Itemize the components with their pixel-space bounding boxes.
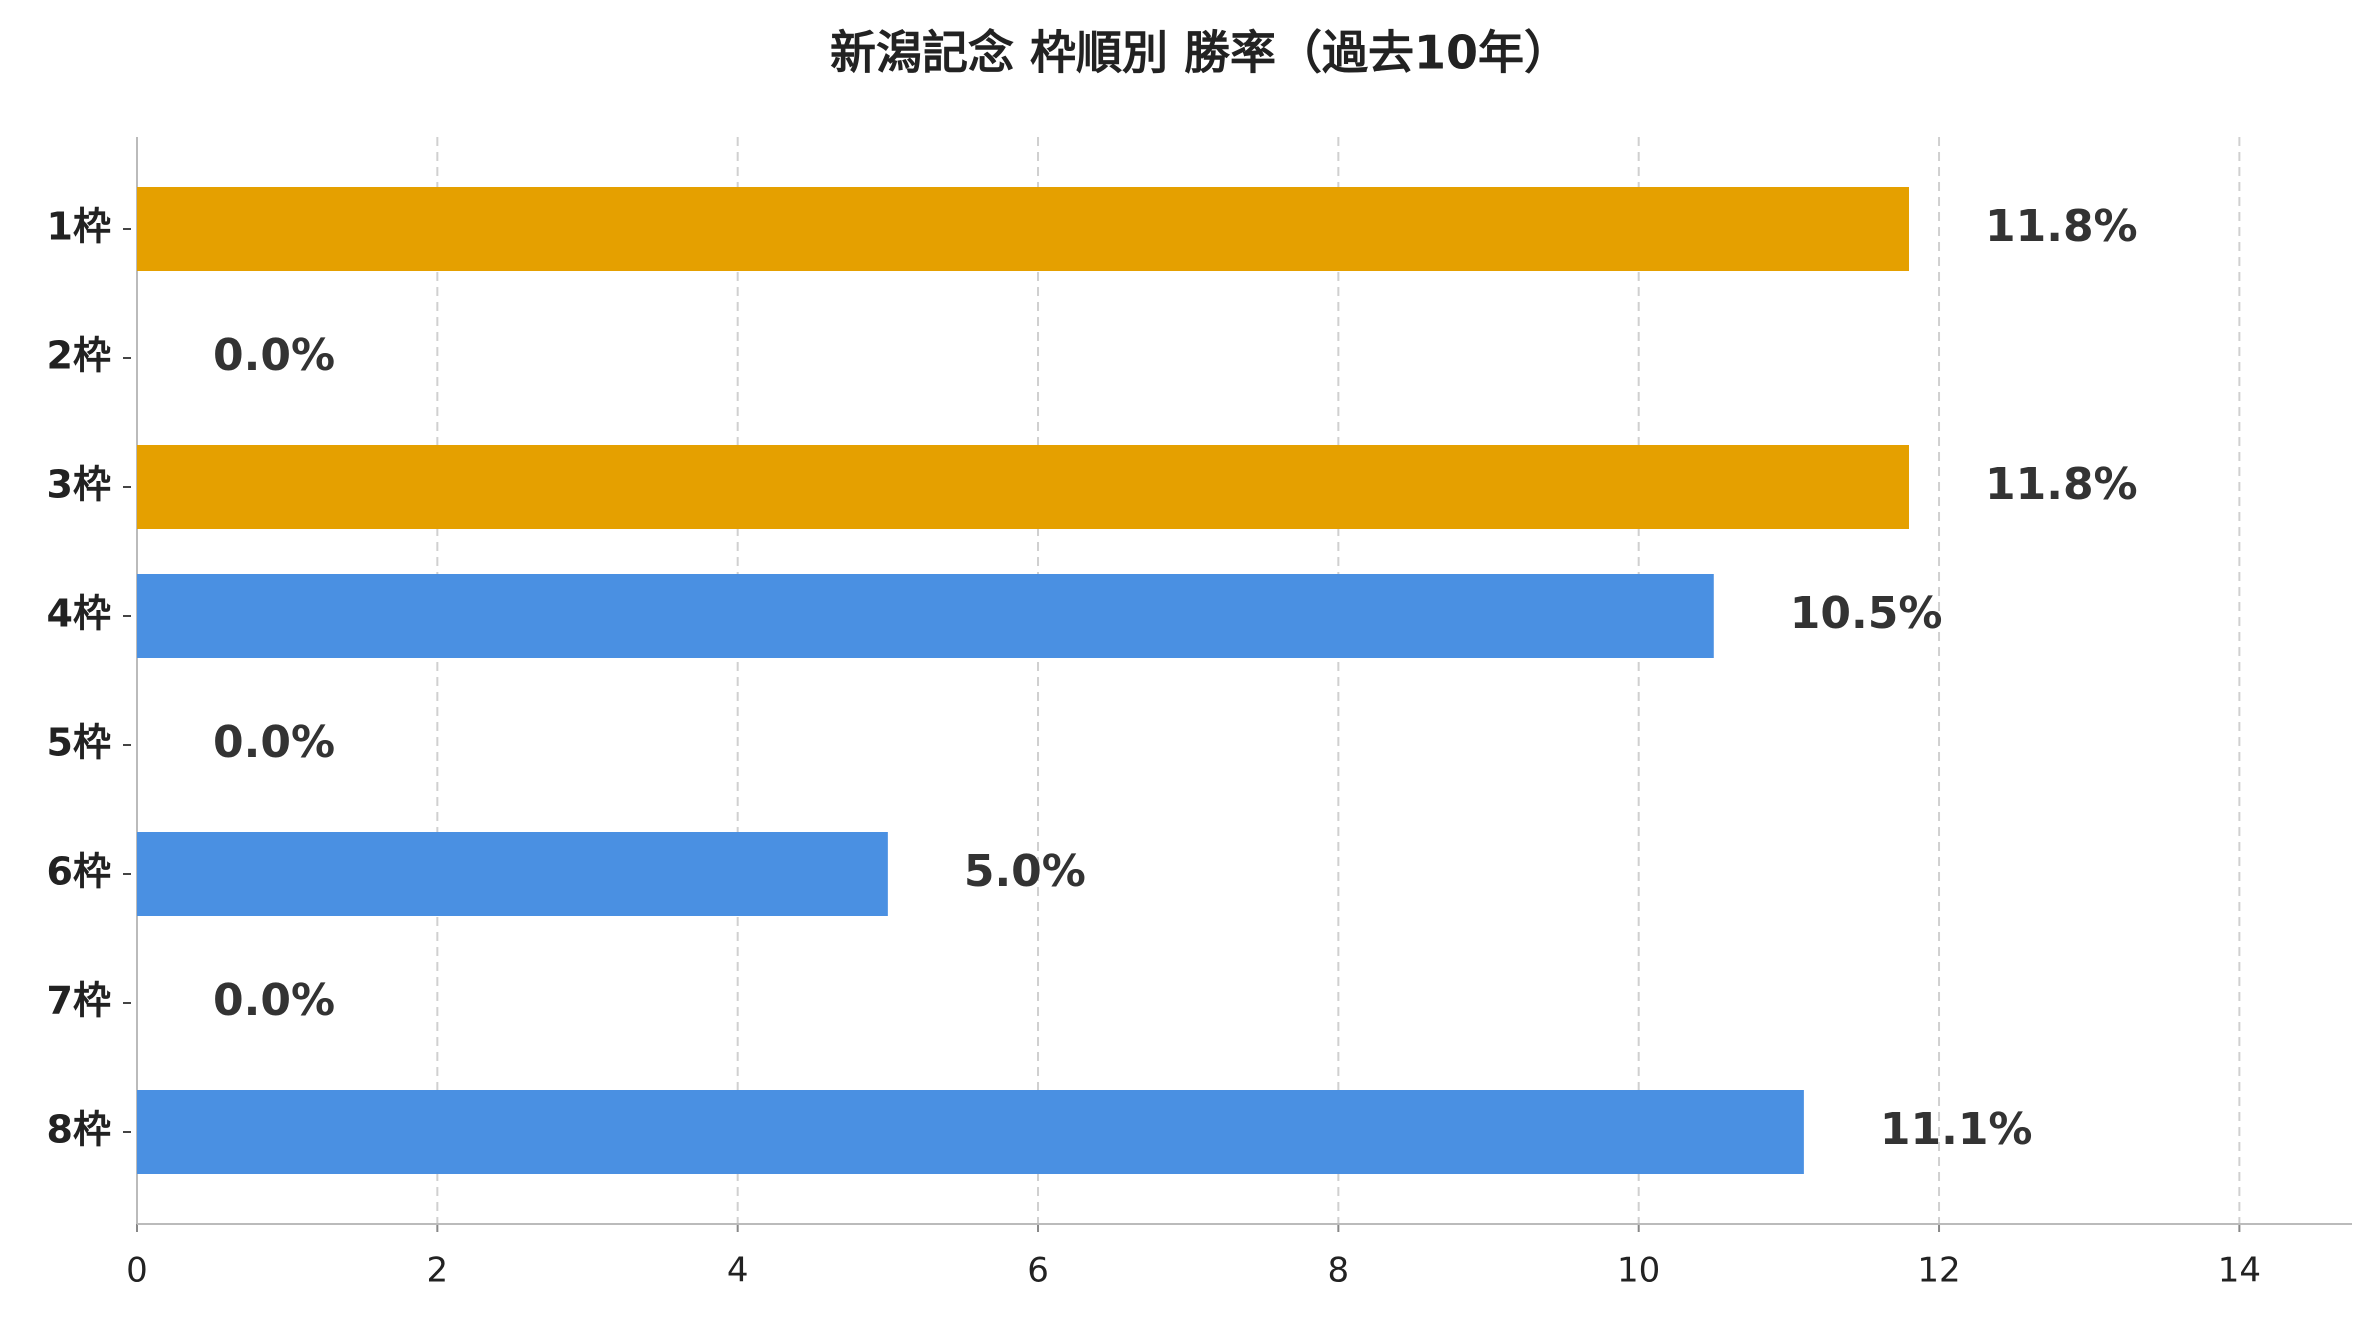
- y-tick-label: 1枠: [47, 205, 111, 249]
- value-label: 11.1%: [1880, 1104, 2033, 1155]
- chart-title: 新潟記念 枠順別 勝率（過去10年）: [830, 26, 1570, 80]
- x-tick-label: 10: [1617, 1251, 1660, 1291]
- value-label: 11.8%: [1985, 201, 2138, 252]
- x-tick-label: 4: [727, 1251, 749, 1291]
- x-tick-label: 0: [126, 1251, 148, 1291]
- value-label: 5.0%: [964, 846, 1086, 897]
- y-tick-label: 3枠: [47, 463, 111, 507]
- x-tick-label: 14: [2218, 1251, 2261, 1291]
- y-tick-label: 2枠: [47, 334, 111, 378]
- bar: [137, 187, 1909, 271]
- bar: [137, 832, 888, 916]
- x-tick-label: 6: [1027, 1251, 1049, 1291]
- x-tick-label: 8: [1328, 1251, 1350, 1291]
- value-label: 10.5%: [1790, 588, 1943, 639]
- value-label: 0.0%: [213, 975, 335, 1026]
- bar: [137, 574, 1714, 658]
- y-tick-label: 8枠: [47, 1108, 111, 1152]
- y-tick-label: 6枠: [47, 850, 111, 894]
- value-label: 0.0%: [213, 330, 335, 381]
- bar: [137, 1090, 1804, 1174]
- x-tick-label: 2: [427, 1251, 449, 1291]
- value-label: 11.8%: [1985, 459, 2138, 510]
- value-label: 0.0%: [213, 717, 335, 768]
- y-tick-label: 5枠: [47, 721, 111, 765]
- x-tick-label: 12: [1917, 1251, 1960, 1291]
- bar: [137, 445, 1909, 529]
- y-tick-label: 4枠: [47, 592, 111, 636]
- y-tick-label: 7枠: [47, 979, 111, 1023]
